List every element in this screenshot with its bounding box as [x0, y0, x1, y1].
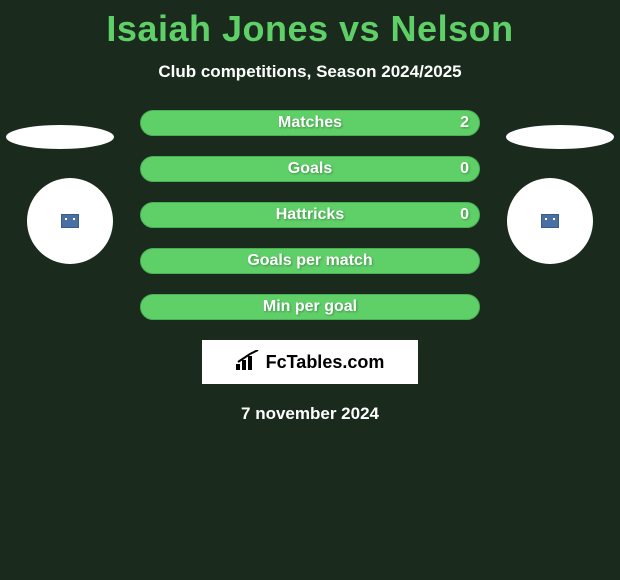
date-text: 7 november 2024 [0, 404, 620, 424]
player-avatar-right [507, 178, 593, 264]
placeholder-icon [61, 214, 79, 228]
stat-label: Min per goal [263, 298, 357, 316]
player-avatar-left [27, 178, 113, 264]
stat-row: Hattricks 0 [140, 202, 480, 228]
page-title: Isaiah Jones vs Nelson [0, 0, 620, 50]
subtitle: Club competitions, Season 2024/2025 [0, 62, 620, 82]
player-flag-right [506, 125, 614, 149]
stat-value-right: 0 [460, 160, 469, 178]
chart-icon [236, 350, 260, 375]
stat-value-right: 0 [460, 206, 469, 224]
logo-box: FcTables.com [202, 340, 418, 384]
stat-row: Goals per match [140, 248, 480, 274]
logo-text: FcTables.com [266, 352, 385, 373]
stat-value-right: 2 [460, 114, 469, 132]
stat-label: Goals per match [247, 252, 372, 270]
stat-label: Goals [288, 160, 332, 178]
player-flag-left [6, 125, 114, 149]
stat-label: Hattricks [276, 206, 344, 224]
stat-row: Matches 2 [140, 110, 480, 136]
stat-row: Min per goal [140, 294, 480, 320]
stat-label: Matches [278, 114, 342, 132]
stat-row: Goals 0 [140, 156, 480, 182]
placeholder-icon [541, 214, 559, 228]
stats-container: Matches 2 Goals 0 Hattricks 0 Goals per … [140, 110, 480, 320]
